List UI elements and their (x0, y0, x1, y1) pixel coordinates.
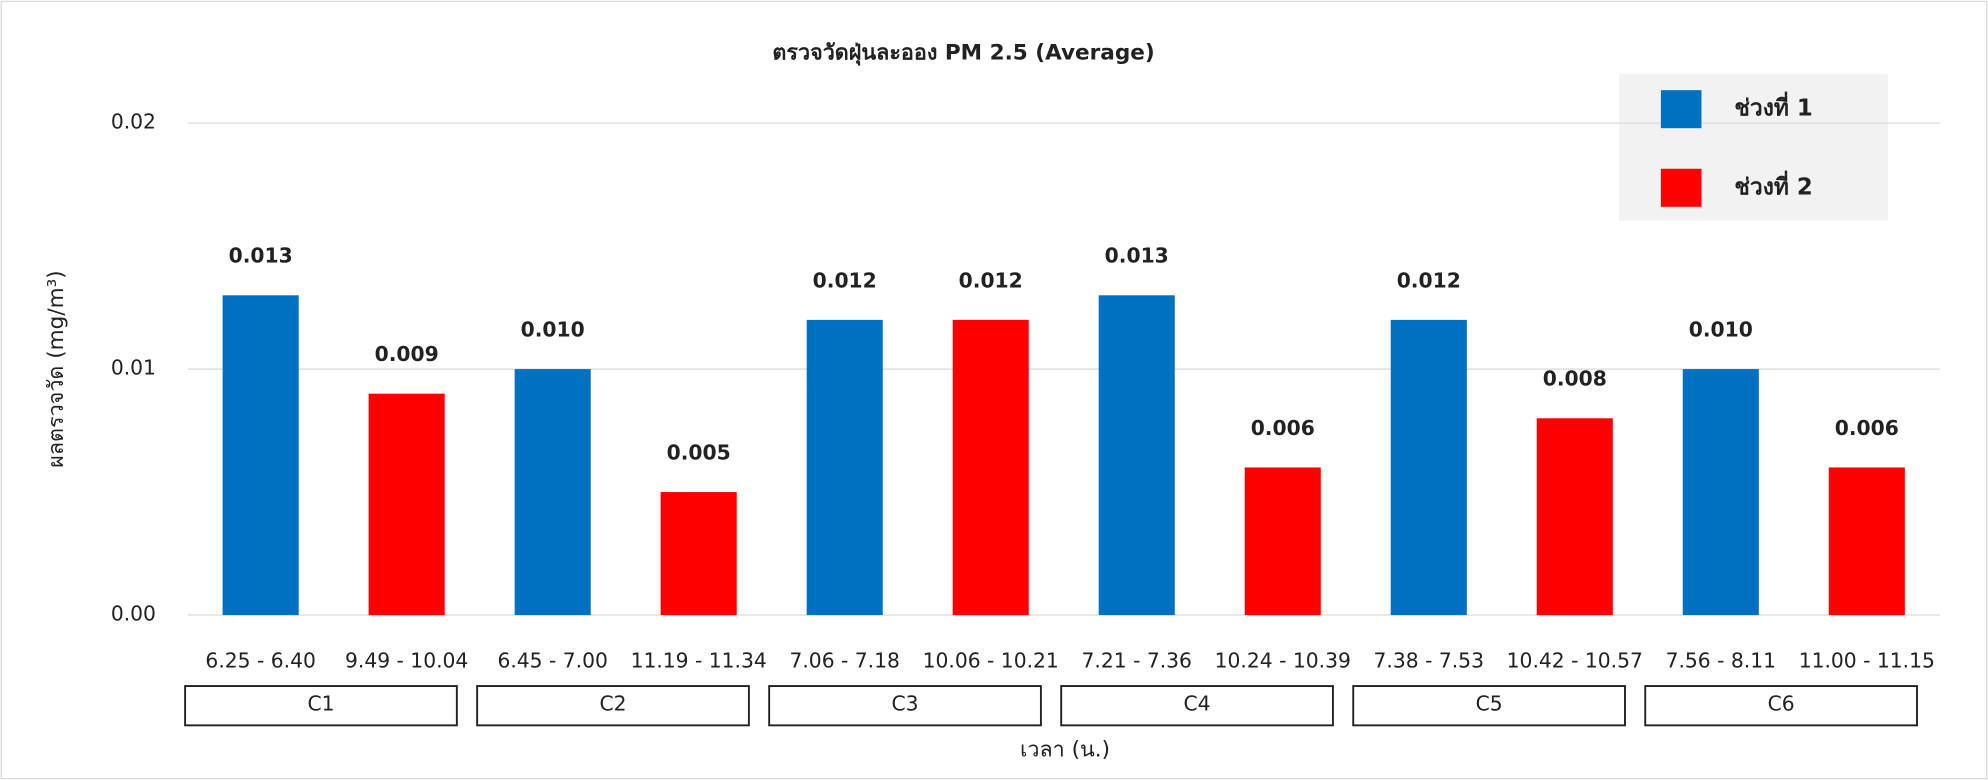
bar (1682, 369, 1759, 616)
legend-swatch (1660, 90, 1702, 129)
y-tick-label: 0.01 (111, 356, 156, 380)
x-tick-label: 7.38 - 7.53 (1374, 648, 1484, 672)
legend-swatch (1660, 168, 1702, 207)
x-tick-label: 10.24 - 10.39 (1215, 648, 1351, 672)
group-label: C6 (1768, 692, 1795, 716)
legend-label: ช่วงที่ 1 (1734, 92, 1812, 122)
x-tick-label: 7.06 - 7.18 (789, 648, 899, 672)
x-axis-label: เวลา (น.) (1020, 738, 1110, 763)
bar (1098, 295, 1175, 616)
bar (368, 393, 445, 616)
group-box (1352, 685, 1626, 727)
y-axis-label: ผลตรวจวัด (mg/m³) (44, 270, 69, 467)
group-label: C5 (1476, 692, 1503, 716)
y-tick-label: 0.00 (111, 602, 156, 626)
data-label: 0.010 (1689, 318, 1753, 342)
group-label: C4 (1184, 692, 1211, 716)
bar (806, 319, 883, 616)
data-label: 0.006 (1835, 416, 1899, 440)
chart-title: ตรวจวัดฝุ่นละออง PM 2.5 (Average) (772, 40, 1154, 66)
group-label: C3 (892, 692, 919, 716)
x-tick-label: 7.21 - 7.36 (1082, 648, 1192, 672)
bar (1244, 467, 1321, 616)
data-label: 0.006 (1251, 416, 1315, 440)
y-tick-label: 0.02 (111, 110, 156, 134)
x-tick-label: 6.45 - 7.00 (497, 648, 607, 672)
data-label: 0.012 (959, 268, 1023, 292)
x-tick-label: 11.19 - 11.34 (631, 648, 767, 672)
x-tick-label: 10.06 - 10.21 (923, 648, 1059, 672)
data-label: 0.013 (229, 244, 293, 268)
data-label: 0.005 (667, 441, 731, 465)
group-box (1060, 685, 1334, 727)
data-label: 0.012 (1397, 268, 1461, 292)
bar (1828, 467, 1905, 616)
bar (514, 369, 591, 616)
group-box (768, 685, 1042, 727)
data-label: 0.009 (375, 342, 439, 366)
x-tick-label: 6.25 - 6.40 (205, 648, 315, 672)
bar (1390, 319, 1467, 616)
bar (660, 492, 737, 616)
group-label: C2 (599, 692, 626, 716)
data-label: 0.012 (813, 268, 877, 292)
data-label: 0.010 (521, 318, 585, 342)
x-tick-label: 7.56 - 8.11 (1666, 648, 1776, 672)
group-box (184, 685, 458, 727)
group-box (1644, 685, 1918, 727)
x-tick-label: 11.00 - 11.15 (1799, 648, 1935, 672)
data-label: 0.013 (1105, 244, 1169, 268)
x-tick-label: 9.49 - 10.04 (345, 648, 468, 672)
group-box (476, 685, 750, 727)
bar (222, 295, 299, 616)
legend-label: ช่วงที่ 2 (1734, 170, 1812, 200)
x-tick-label: 10.42 - 10.57 (1507, 648, 1643, 672)
data-label: 0.008 (1543, 367, 1607, 391)
bar (1536, 418, 1613, 616)
bar (952, 319, 1029, 616)
group-label: C1 (307, 692, 334, 716)
